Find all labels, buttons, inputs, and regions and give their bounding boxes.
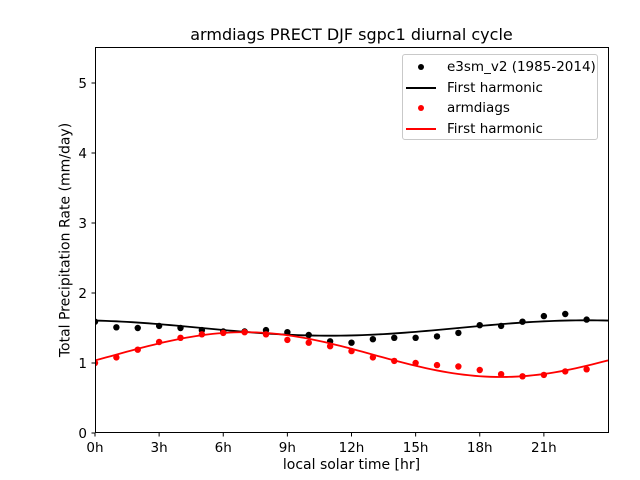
axis-ticks: 0h 3h 6h 9h 12h 15h 18h 21h 0 1 2 3 4 5 <box>78 76 556 456</box>
data-point <box>348 339 355 346</box>
scatter-marker-icon <box>406 64 436 71</box>
data-point <box>134 324 141 332</box>
x-tick-label: 12h <box>339 440 365 456</box>
data-point <box>497 371 505 378</box>
data-point <box>433 361 441 369</box>
y-tick-label: 0 <box>78 426 87 442</box>
x-tick-label: 0h <box>86 440 103 456</box>
legend-entry-first-harmonic-black: First harmonic <box>406 78 597 99</box>
y-tick-label: 3 <box>78 216 87 232</box>
legend-label: armdiags <box>447 100 510 117</box>
legend-entry-armdiags: armdiags <box>406 98 597 119</box>
legend: e3sm_v2 (1985-2014) First harmonic armdi… <box>402 54 598 140</box>
y-tick-label: 5 <box>78 76 87 92</box>
x-tick-label: 15h <box>403 440 429 456</box>
x-tick-label: 6h <box>215 440 232 456</box>
data-point <box>113 324 120 331</box>
data-point <box>284 336 291 344</box>
scatter-series <box>95 310 590 346</box>
x-tick-label: 21h <box>531 440 557 456</box>
line-sample-icon <box>406 127 436 130</box>
data-point <box>412 334 419 341</box>
line-sample-icon <box>406 86 436 89</box>
data-point <box>391 334 398 341</box>
axes-spines <box>95 47 609 433</box>
legend-label: e3sm_v2 (1985-2014) <box>447 59 596 76</box>
chart-title: armdiags PRECT DJF sgpc1 diurnal cycle <box>190 25 513 44</box>
data-series <box>95 310 608 380</box>
legend-label: First harmonic <box>447 79 543 96</box>
y-tick-label: 2 <box>78 286 87 302</box>
y-tick-label: 1 <box>78 356 87 372</box>
data-point <box>433 333 441 340</box>
data-point <box>476 366 483 374</box>
scatter-marker-icon <box>406 105 436 112</box>
y-tick-label: 4 <box>78 146 87 162</box>
data-point <box>583 366 590 373</box>
x-tick-label: 18h <box>467 440 493 456</box>
x-tick-label: 3h <box>151 440 168 456</box>
data-point <box>305 339 312 346</box>
data-point <box>540 312 548 320</box>
data-point <box>369 336 377 343</box>
harmonic-line <box>95 331 608 378</box>
data-point <box>455 363 462 370</box>
data-point <box>455 329 462 337</box>
legend-entry-e3sm-v2: e3sm_v2 (1985-2014) <box>406 57 597 78</box>
harmonic-line <box>95 319 608 337</box>
x-tick-label: 9h <box>279 440 296 456</box>
x-axis-label: local solar time [hr] <box>282 457 421 473</box>
legend-label: First harmonic <box>447 120 543 137</box>
data-point <box>562 310 569 318</box>
legend-entry-first-harmonic-red: First harmonic <box>406 119 597 140</box>
scatter-series <box>95 329 590 380</box>
